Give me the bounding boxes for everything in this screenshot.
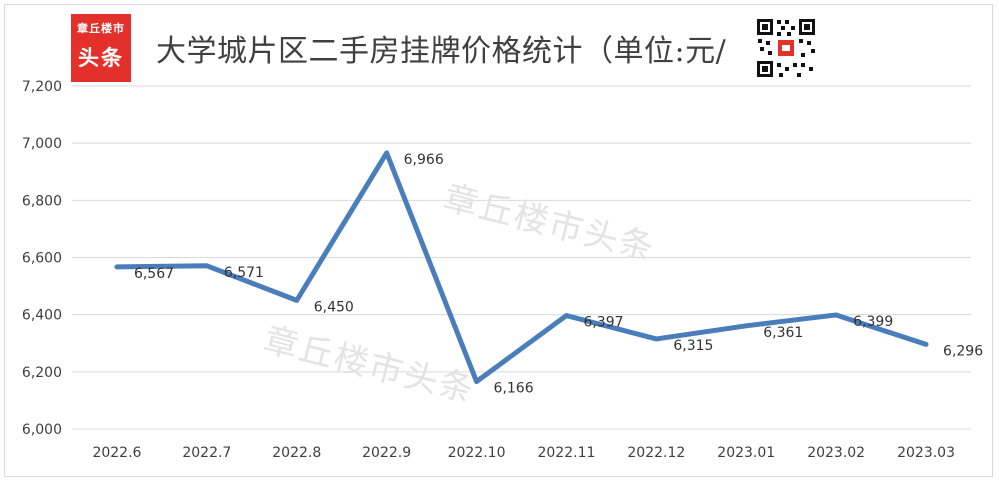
watermark-text: 章丘楼市头条 [440, 178, 659, 269]
x-tick-label: 2022.11 [537, 445, 595, 461]
chart-title: 大学城片区二手房挂牌价格统计（单位:元/ [156, 34, 727, 69]
data-label: 6,315 [673, 338, 713, 354]
x-tick-label: 2022.8 [272, 445, 321, 461]
y-tick-label: 7,000 [22, 136, 62, 152]
data-label: 6,966 [404, 152, 444, 168]
x-tick-label: 2022.7 [182, 445, 231, 461]
logo-line-1: 章丘楼市 [77, 22, 125, 35]
y-tick-label: 6,200 [22, 365, 62, 381]
x-tick-label: 2023.01 [717, 445, 775, 461]
x-tick-label: 2022.12 [627, 445, 685, 461]
x-tick-label: 2022.10 [448, 445, 506, 461]
x-tick-label: 2023.02 [807, 445, 865, 461]
data-label: 6,166 [494, 381, 534, 397]
logo-line-2: 头条 [78, 46, 124, 70]
watermark-text: 章丘楼市头条 [260, 320, 479, 411]
data-label: 6,397 [583, 315, 623, 331]
data-label: 6,450 [314, 299, 354, 315]
series-line [114, 150, 929, 385]
x-tick-label: 2022.9 [362, 445, 411, 461]
brand-logo: 章丘楼市 头条 [71, 14, 131, 82]
data-label: 6,571 [224, 265, 264, 281]
y-tick-label: 6,400 [22, 308, 62, 324]
data-label: 6,399 [853, 314, 893, 330]
data-label: 6,361 [763, 325, 803, 341]
y-tick-label: 6,800 [22, 193, 62, 209]
qr-code-icon [755, 17, 817, 79]
x-tick-label: 2023.03 [897, 445, 955, 461]
data-label: 6,296 [943, 343, 983, 359]
y-tick-label: 7,200 [22, 79, 62, 95]
x-tick-label: 2022.6 [92, 445, 141, 461]
data-label: 6,567 [134, 266, 174, 282]
y-tick-label: 6,000 [22, 422, 62, 438]
chart-frame [4, 4, 993, 477]
y-tick-label: 6,600 [22, 251, 62, 267]
